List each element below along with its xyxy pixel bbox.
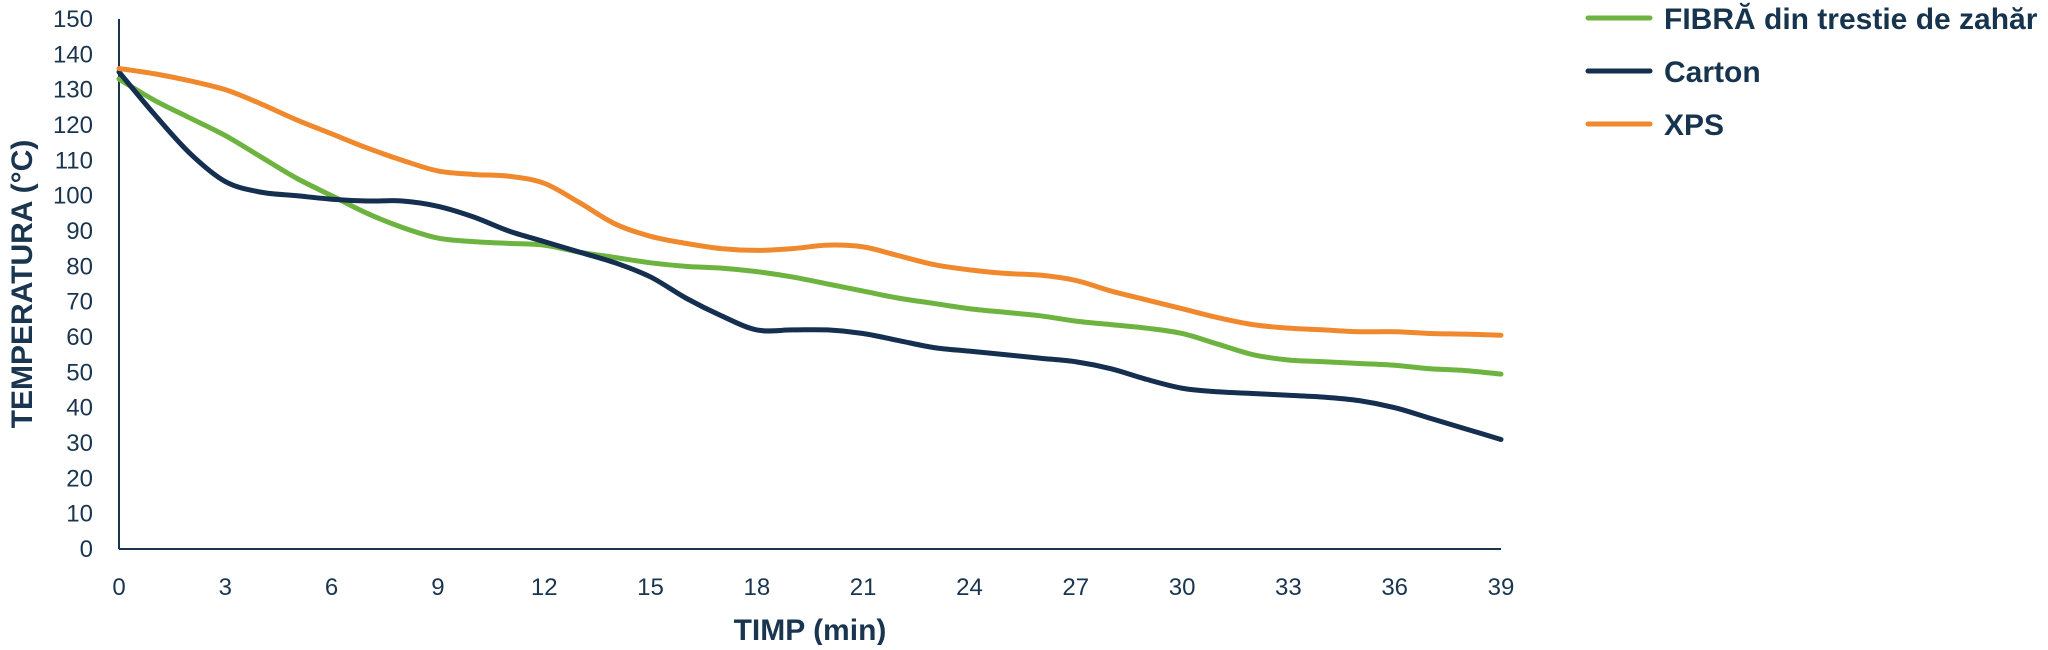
y-tick-label: 140 bbox=[53, 41, 93, 68]
y-tick-label: 90 bbox=[66, 218, 93, 245]
legend-item-xps: XPS bbox=[1585, 109, 1724, 142]
series-line-xps bbox=[116, 65, 1504, 338]
y-tick-label: 110 bbox=[55, 147, 93, 174]
x-tick-label: 15 bbox=[637, 574, 664, 601]
y-tick-label: 0 bbox=[80, 536, 93, 563]
y-tick-label: 10 bbox=[66, 501, 93, 528]
x-tick-label: 18 bbox=[743, 574, 770, 601]
legend-label: Carton bbox=[1664, 56, 1761, 89]
legend-item-carton: Carton bbox=[1585, 56, 1761, 89]
x-tick-label: 9 bbox=[431, 574, 444, 601]
y-tick-label: 80 bbox=[66, 253, 93, 280]
y-tick-label: 130 bbox=[53, 77, 93, 104]
axes bbox=[118, 19, 1501, 550]
x-tick-label: 24 bbox=[956, 574, 983, 601]
series-line-fibra-din-trestie-de-zahar bbox=[116, 76, 1504, 377]
y-tick-label: 60 bbox=[66, 324, 93, 351]
x-tick-label: 27 bbox=[1062, 574, 1089, 601]
x-tick-label: 12 bbox=[531, 574, 558, 601]
x-tick-label: 6 bbox=[325, 574, 338, 601]
y-tick-label: 120 bbox=[53, 112, 93, 139]
y-tick-label: 70 bbox=[66, 289, 93, 316]
x-tick-label: 39 bbox=[1488, 574, 1515, 601]
x-axis-title: TIMP (min) bbox=[734, 614, 887, 645]
x-tick-label: 36 bbox=[1381, 574, 1408, 601]
x-tick-label: 0 bbox=[112, 574, 125, 601]
y-tick-label: 150 bbox=[53, 6, 93, 33]
y-tick-label: 100 bbox=[53, 183, 93, 210]
x-tick-label: 3 bbox=[219, 574, 232, 601]
y-tick-label: 40 bbox=[66, 395, 93, 422]
x-tick-labels: 0 3 6 9 12 15 18 21 24 27 30 33 36 39 bbox=[112, 574, 1514, 601]
legend: FIBRĂ din trestie de zahăr Carton XPS bbox=[1585, 2, 2038, 142]
y-tick-label: 50 bbox=[66, 359, 93, 386]
series-lines bbox=[116, 65, 1504, 442]
x-tick-label: 21 bbox=[850, 574, 877, 601]
legend-label: FIBRĂ din trestie de zahăr bbox=[1664, 2, 2038, 36]
legend-item-fibra-din-trestie-de-zahar: FIBRĂ din trestie de zahăr bbox=[1585, 2, 2038, 36]
series-line-carton bbox=[116, 69, 1504, 442]
x-tick-label: 33 bbox=[1275, 574, 1302, 601]
legend-label: XPS bbox=[1664, 109, 1724, 142]
y-axis-title: TEMPERATURA (°C) bbox=[6, 140, 39, 429]
x-tick-label: 30 bbox=[1169, 574, 1196, 601]
y-tick-labels: 0 10 20 30 40 50 60 70 80 90 100 110 120 130 140 150 bbox=[53, 6, 93, 563]
y-tick-label: 30 bbox=[66, 430, 93, 457]
y-tick-label: 20 bbox=[66, 465, 93, 492]
